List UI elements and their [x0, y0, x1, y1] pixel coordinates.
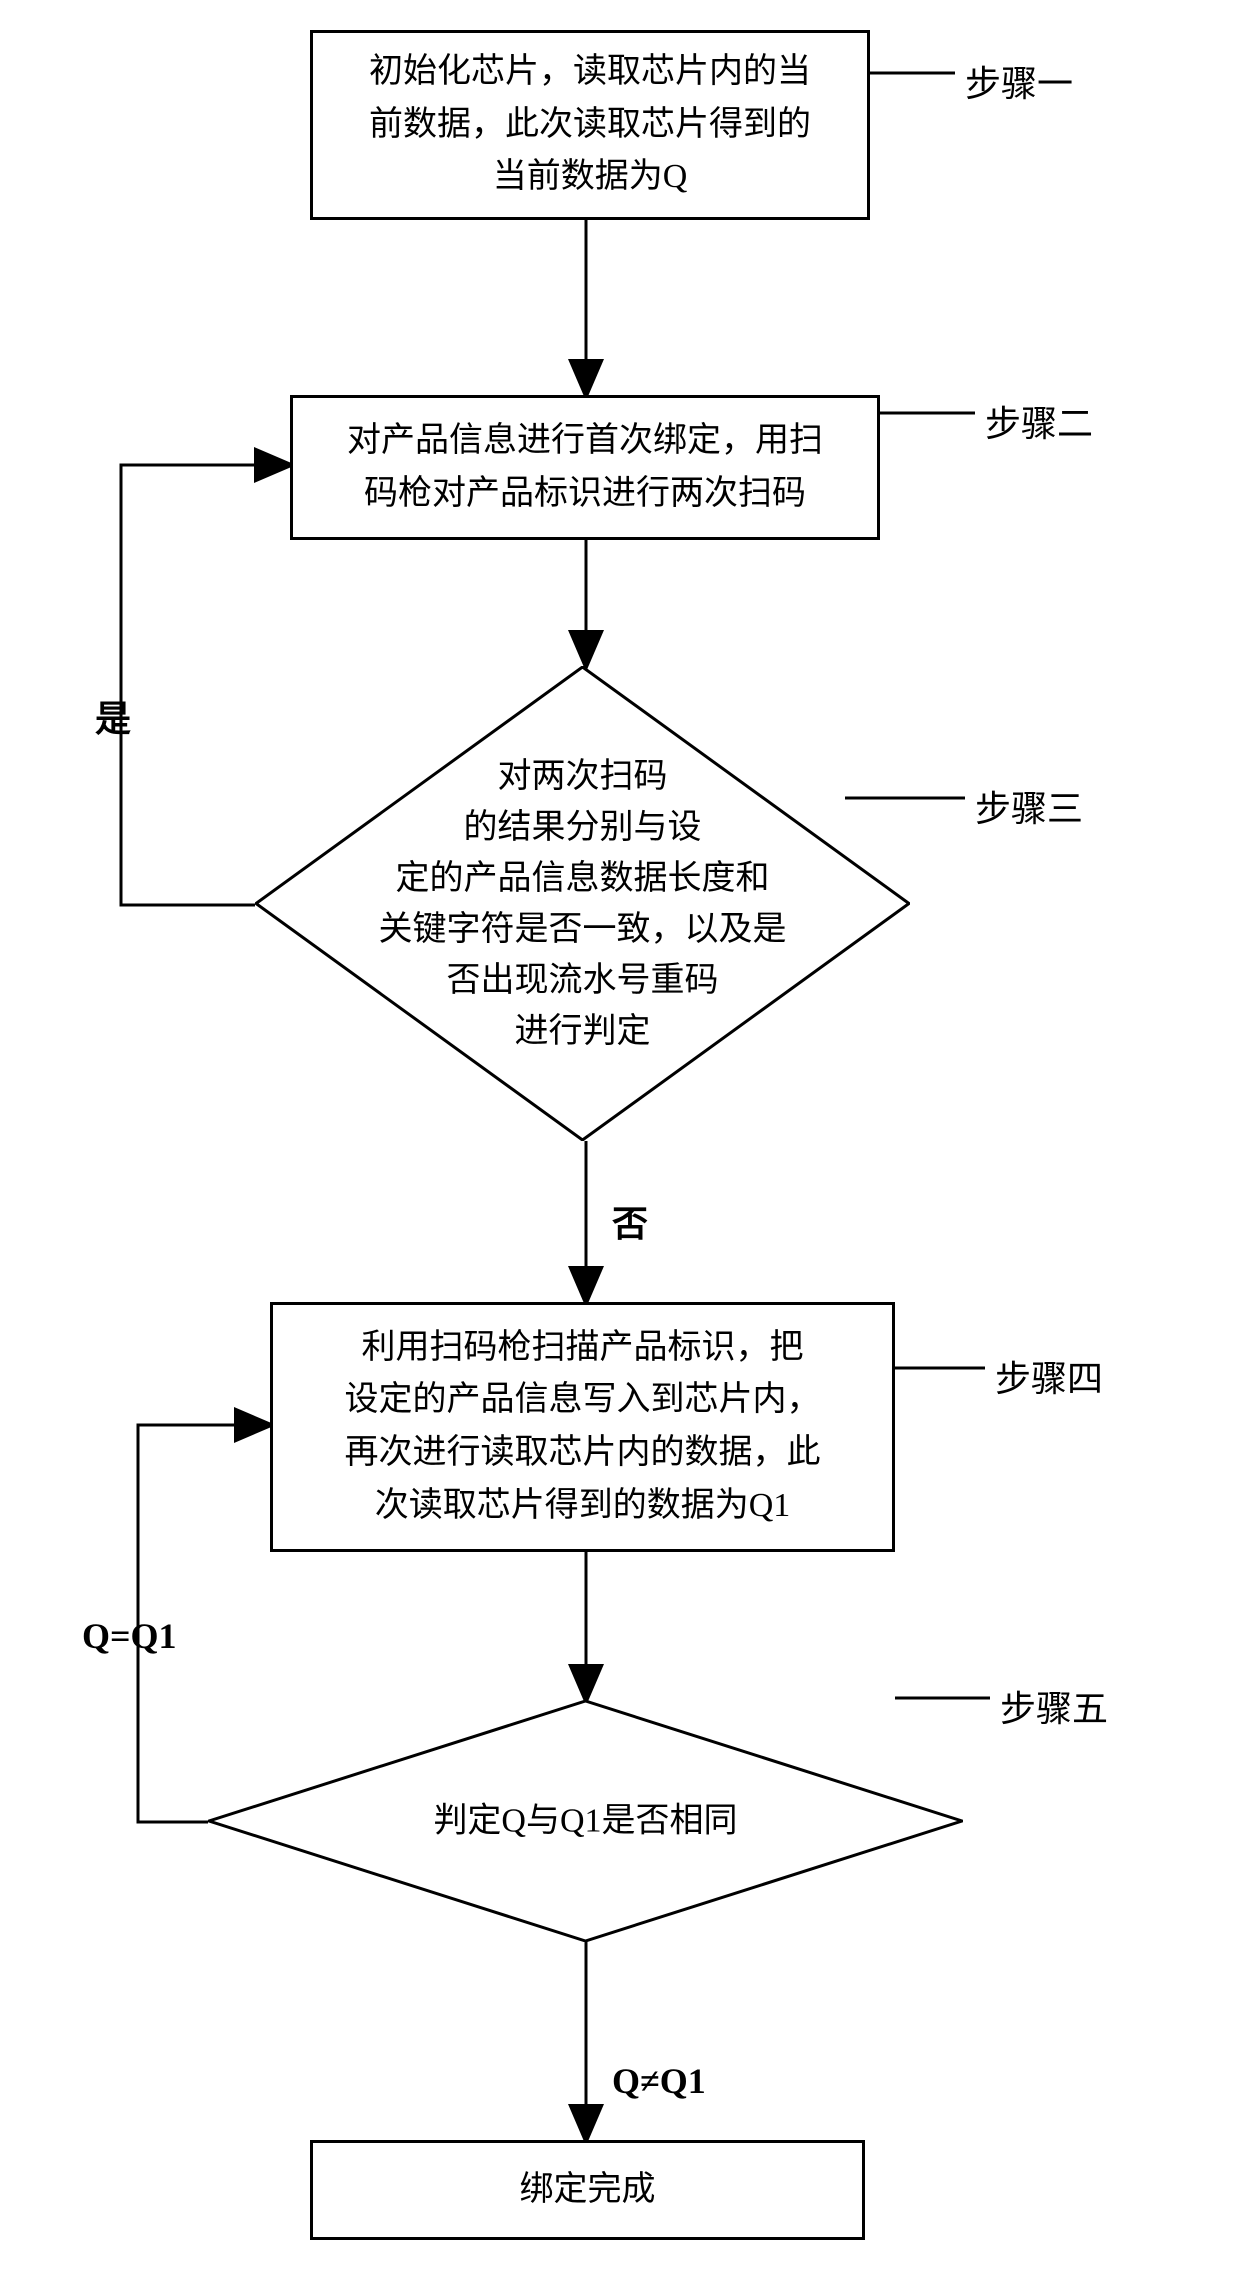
edge-label: Q=Q1	[82, 1615, 177, 1657]
done-text: 绑定完成	[520, 2164, 656, 2217]
step-four-label: 步骤四	[995, 1350, 1103, 1402]
step-two-label: 步骤二	[985, 395, 1093, 447]
step-three-diamond: 对两次扫码的结果分别与设定的产品信息数据长度和关键字符是否一致，以及是否出现流水…	[255, 666, 910, 1141]
edge-label: 是	[95, 690, 131, 742]
edge-label: 否	[612, 1195, 648, 1247]
step-three-text: 对两次扫码的结果分别与设定的产品信息数据长度和关键字符是否一致，以及是否出现流水…	[347, 751, 819, 1057]
step-three-label: 步骤三	[975, 780, 1083, 832]
step-one-box: 初始化芯片，读取芯片内的当前数据，此次读取芯片得到的当前数据为Q	[310, 30, 870, 220]
step-one-text: 初始化芯片，读取芯片内的当前数据，此次读取芯片得到的当前数据为Q	[369, 46, 811, 204]
step-two-text: 对产品信息进行首次绑定，用扫码枪对产品标识进行两次扫码	[347, 415, 823, 520]
step-five-text: 判定Q与Q1是否相同	[314, 1796, 858, 1847]
edge-label: Q≠Q1	[612, 2060, 706, 2102]
step-two-box: 对产品信息进行首次绑定，用扫码枪对产品标识进行两次扫码	[290, 395, 880, 540]
done-box: 绑定完成	[310, 2140, 865, 2240]
flowchart-canvas: 初始化芯片，读取芯片内的当前数据，此次读取芯片得到的当前数据为Q 步骤一 对产品…	[0, 0, 1240, 2279]
step-five-diamond: 判定Q与Q1是否相同	[208, 1700, 963, 1942]
step-four-box: 利用扫码枪扫描产品标识，把设定的产品信息写入到芯片内，再次进行读取芯片内的数据，…	[270, 1302, 895, 1552]
step-four-text: 利用扫码枪扫描产品标识，把设定的产品信息写入到芯片内，再次进行读取芯片内的数据，…	[345, 1322, 821, 1533]
step-five-label: 步骤五	[1000, 1680, 1108, 1732]
step-one-label: 步骤一	[965, 55, 1073, 107]
